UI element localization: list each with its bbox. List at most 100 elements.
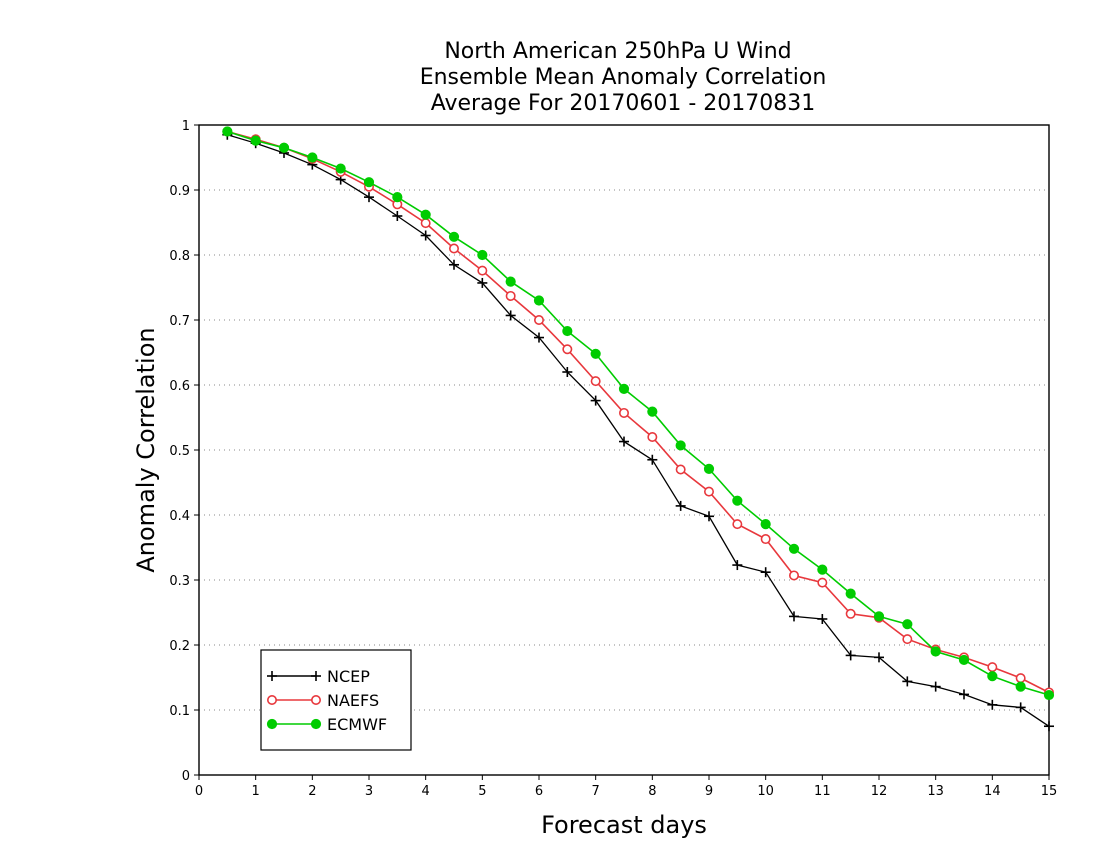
data-point-ncep	[619, 436, 629, 447]
x-tick-label: 10	[757, 784, 774, 799]
data-point-ncep	[534, 332, 544, 343]
y-tick-label: 0.6	[169, 379, 190, 394]
data-point-ncep	[449, 259, 459, 270]
y-tick-label: 0.2	[169, 639, 190, 654]
x-tick-label: 0	[195, 784, 203, 799]
legend-item-ncep: NCEP	[267, 667, 370, 686]
data-point-ncep	[930, 681, 941, 692]
data-point-ncep	[505, 310, 516, 321]
data-point-naefs	[732, 519, 743, 530]
data-point-ncep	[562, 367, 573, 377]
x-tick-label: 12	[871, 784, 888, 799]
legend-label-ecmwf: ECMWF	[327, 715, 387, 734]
data-point-ecmwf	[278, 142, 290, 153]
data-point-naefs	[902, 634, 913, 645]
data-point-ecmwf	[958, 654, 970, 666]
data-point-ncep	[477, 277, 488, 288]
data-point-ncep	[1044, 721, 1054, 732]
data-point-ecmwf	[505, 276, 516, 287]
x-tick-label: 13	[927, 784, 944, 799]
data-point-ecmwf	[477, 249, 488, 261]
x-tick-label: 3	[365, 784, 373, 799]
x-tick-label: 4	[422, 784, 430, 799]
data-point-naefs	[817, 577, 828, 588]
legend-marker	[266, 694, 277, 705]
data-point-naefs	[845, 608, 856, 619]
legend-marker	[311, 671, 321, 681]
data-point-naefs	[788, 570, 799, 581]
data-point-ecmwf	[703, 463, 715, 474]
legend-item-naefs: NAEFS	[266, 691, 379, 710]
x-tick-label: 1	[252, 784, 260, 799]
data-point-ecmwf	[363, 177, 375, 188]
data-point-ecmwf	[222, 126, 233, 137]
x-tick-label: 7	[592, 784, 600, 799]
data-point-ncep	[987, 699, 998, 710]
chart-title-line-2: Ensemble Mean Anomaly Correlation	[420, 65, 827, 90]
data-point-ncep	[1015, 702, 1026, 713]
legend-marker	[310, 718, 322, 730]
data-point-ncep	[874, 652, 884, 663]
data-point-ncep	[760, 567, 771, 578]
data-point-ecmwf	[307, 152, 318, 163]
data-point-naefs	[703, 486, 714, 497]
axis-ticks: 00.10.20.30.40.50.60.70.80.910 1 2 3 4 5 6 7 8 9 1…	[169, 119, 1057, 799]
data-point-ecmwf	[562, 325, 573, 337]
data-point-ecmwf	[760, 519, 771, 530]
data-point-naefs	[1015, 673, 1026, 684]
data-point-ncep	[420, 230, 431, 241]
data-point-ecmwf	[987, 671, 998, 682]
data-point-ncep	[647, 454, 658, 465]
y-tick-label: 0.5	[169, 444, 190, 459]
data-point-ecmwf	[788, 543, 800, 554]
data-point-ncep	[817, 614, 828, 624]
data-point-ecmwf	[930, 646, 941, 657]
chart-title-line-3: Average For 20170601 - 20170831	[431, 91, 816, 116]
legend-marker	[267, 671, 277, 681]
series-line-ecmwf	[227, 130, 1050, 696]
y-tick-label: 0.9	[169, 184, 190, 199]
y-tick-label: 0	[182, 769, 190, 784]
x-tick-label: 11	[814, 784, 831, 799]
data-point-naefs	[647, 431, 658, 442]
legend-label-naefs: NAEFS	[327, 691, 379, 710]
data-point-ncep	[845, 650, 856, 661]
data-point-ncep	[590, 395, 601, 406]
data-point-naefs	[420, 218, 431, 229]
data-point-ecmwf	[618, 383, 630, 394]
data-point-ecmwf	[392, 192, 403, 203]
chart-title-line-1: North American 250hPa U Wind	[444, 39, 791, 64]
series-line-ncep	[227, 134, 1050, 727]
data-point-naefs	[590, 376, 601, 387]
x-tick-label: 9	[705, 784, 713, 799]
gridlines	[199, 189, 1049, 711]
data-point-naefs	[533, 314, 544, 325]
data-point-ecmwf	[335, 163, 346, 174]
x-tick-label: 2	[308, 784, 316, 799]
data-point-ecmwf	[902, 619, 913, 630]
y-tick-label: 0.1	[169, 704, 190, 719]
series-layer	[222, 126, 1055, 732]
legend-marker	[310, 694, 321, 705]
data-point-ecmwf	[873, 611, 885, 622]
data-point-ecmwf	[420, 209, 431, 220]
series-naefs	[222, 126, 1055, 698]
data-point-ncep	[704, 511, 714, 522]
y-axis-title: Anomaly Correlation	[132, 327, 160, 572]
x-tick-label: 6	[535, 784, 543, 799]
data-point-ncep	[732, 560, 743, 571]
data-point-ncep	[364, 192, 374, 203]
y-tick-label: 0.7	[169, 314, 190, 329]
data-point-ecmwf	[250, 135, 261, 146]
data-point-ecmwf	[448, 231, 460, 242]
data-point-naefs	[987, 662, 998, 673]
x-tick-label: 15	[1041, 784, 1058, 799]
y-tick-label: 0.3	[169, 574, 190, 589]
data-point-ncep	[902, 676, 913, 687]
x-tick-label: 5	[478, 784, 486, 799]
data-point-naefs	[618, 407, 629, 418]
data-point-naefs	[760, 534, 771, 545]
data-point-naefs	[505, 290, 516, 301]
data-point-naefs	[562, 344, 573, 355]
data-point-ncep	[392, 211, 403, 221]
